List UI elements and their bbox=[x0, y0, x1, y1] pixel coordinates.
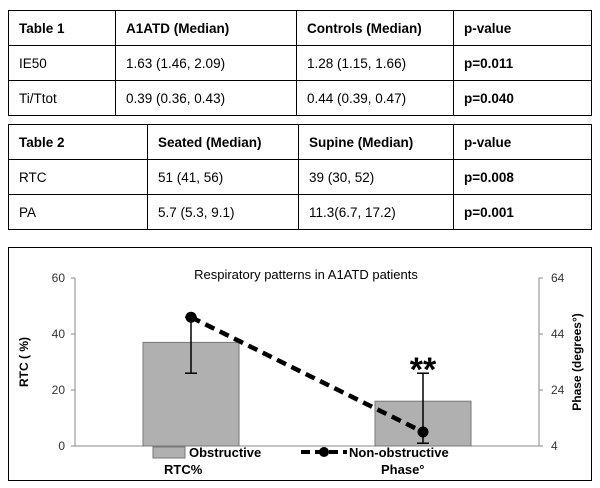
y-tick-label-right: 64 bbox=[551, 271, 565, 285]
legend-series-0: RTC% bbox=[164, 462, 203, 477]
y-tick-label-left: 60 bbox=[52, 271, 66, 285]
y-axis-label-right: Phase (degrees°) bbox=[570, 313, 584, 411]
y-tick-label-right: 44 bbox=[551, 327, 565, 341]
table-cell: PA bbox=[8, 194, 148, 230]
y-axis-label-left: RTC ( %) bbox=[17, 337, 31, 387]
table-cell: p=0.011 bbox=[453, 45, 592, 81]
table-cell: p=0.008 bbox=[453, 159, 592, 195]
table-cell: p=0.040 bbox=[453, 80, 592, 116]
table-cell: Ti/Ttot bbox=[8, 80, 116, 116]
y-tick-label-right: 24 bbox=[551, 383, 565, 397]
y-tick-label-right: 4 bbox=[551, 439, 558, 453]
table-header-row: Table 1 A1ATD (Median) Controls (Median)… bbox=[8, 10, 592, 46]
chart-panel: Respiratory patterns in A1ATD patients 0… bbox=[8, 247, 592, 481]
table-header-cell: p-value bbox=[453, 124, 592, 160]
table-cell: 11.3(6.7, 17.2) bbox=[298, 194, 454, 230]
table-cell: RTC bbox=[8, 159, 148, 195]
table-header-cell: Controls (Median) bbox=[296, 10, 454, 46]
table-row: IE50 1.63 (1.46, 2.09) 1.28 (1.15, 1.66)… bbox=[8, 45, 592, 81]
table-header-cell: Supine (Median) bbox=[298, 124, 454, 160]
chart-title: Respiratory patterns in A1ATD patients bbox=[194, 267, 418, 282]
table-cell: p=0.001 bbox=[453, 194, 592, 230]
table-cell: 0.39 (0.36, 0.43) bbox=[115, 80, 297, 116]
table-cell: 39 (30, 52) bbox=[298, 159, 454, 195]
respiratory-chart: Respiratory patterns in A1ATD patients 0… bbox=[17, 267, 584, 477]
table-header-cell: Table 2 bbox=[8, 124, 148, 160]
phase-point-1 bbox=[417, 426, 429, 438]
y-tick-label-left: 20 bbox=[52, 383, 66, 397]
table-row: Ti/Ttot 0.39 (0.36, 0.43) 0.44 (0.39, 0.… bbox=[8, 80, 592, 116]
legend-category-0: Obstructive bbox=[189, 445, 261, 460]
table-row: PA 5.7 (5.3, 9.1) 11.3(6.7, 17.2) p=0.00… bbox=[8, 194, 592, 230]
legend-line-marker bbox=[319, 447, 329, 457]
table-header-cell: Seated (Median) bbox=[147, 124, 299, 160]
table-cell: 5.7 (5.3, 9.1) bbox=[147, 194, 299, 230]
significance-annotation: ** bbox=[410, 351, 437, 389]
table-1: Table 1 A1ATD (Median) Controls (Median)… bbox=[8, 10, 592, 116]
y-tick-label-left: 40 bbox=[52, 327, 66, 341]
legend-series-1: Phase° bbox=[381, 462, 425, 477]
table-cell: 1.63 (1.46, 2.09) bbox=[115, 45, 297, 81]
phase-line-path bbox=[190, 315, 424, 435]
table-cell: IE50 bbox=[8, 45, 116, 81]
table-cell: 0.44 (0.39, 0.47) bbox=[296, 80, 454, 116]
phase-point-0 bbox=[185, 311, 197, 323]
table-header-cell: A1ATD (Median) bbox=[115, 10, 297, 46]
table-row: RTC 51 (41, 56) 39 (30, 52) p=0.008 bbox=[8, 159, 592, 195]
table-2: Table 2 Seated (Median) Supine (Median) … bbox=[8, 124, 592, 230]
y-tick-label-left: 0 bbox=[58, 439, 65, 453]
legend-bar-swatch bbox=[152, 446, 186, 459]
table-header-cell: Table 1 bbox=[8, 10, 116, 46]
table-cell: 51 (41, 56) bbox=[147, 159, 299, 195]
table-cell: 1.28 (1.15, 1.66) bbox=[296, 45, 454, 81]
legend-category-1: Non-obstructive bbox=[349, 445, 449, 460]
table-header-row: Table 2 Seated (Median) Supine (Median) … bbox=[8, 124, 592, 160]
table-header-cell: p-value bbox=[453, 10, 592, 46]
